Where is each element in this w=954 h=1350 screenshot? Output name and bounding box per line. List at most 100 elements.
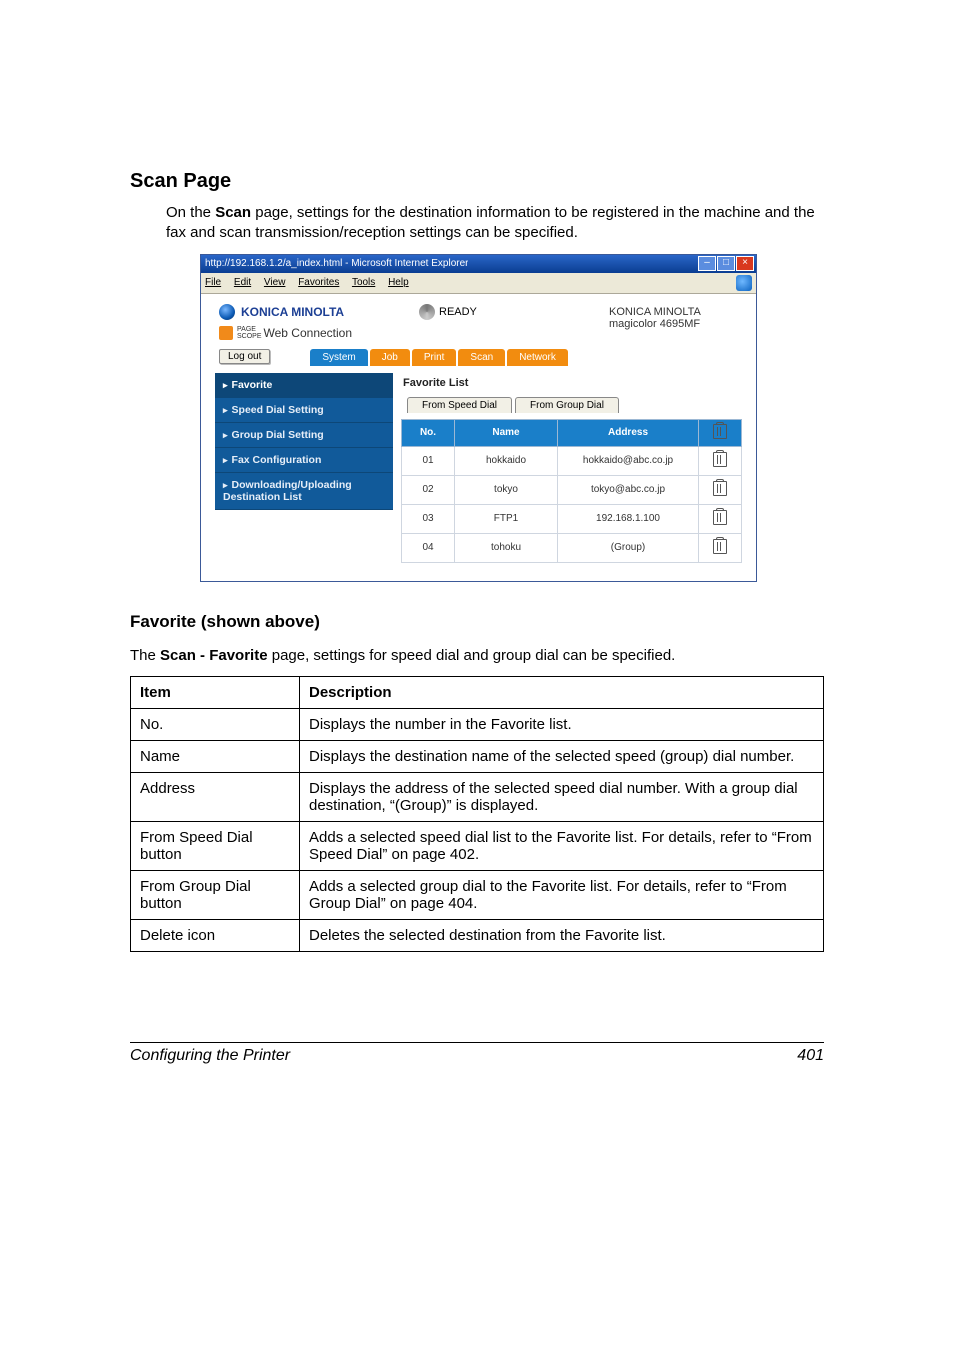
trash-icon xyxy=(713,424,727,439)
sidenav-label: Downloading/Uploading Destination List xyxy=(223,479,352,503)
table-row: 03 FTP1 192.168.1.100 xyxy=(402,504,742,533)
ps-text1: PAGE xyxy=(237,326,256,333)
cell-name: tohoku xyxy=(455,533,558,562)
window-buttons: –□× xyxy=(697,256,754,271)
sub-tabs: From Speed Dial From Group Dial xyxy=(407,397,742,413)
doc-item: From Speed Dial button xyxy=(131,821,300,870)
tri-icon: ▸ xyxy=(223,380,228,390)
ie-window: http://192.168.1.2/a_index.html - Micros… xyxy=(200,254,757,582)
cell-no: 04 xyxy=(402,533,455,562)
th-desc: Description xyxy=(300,676,824,708)
sidenav: ▸Favorite ▸Speed Dial Setting ▸Group Dia… xyxy=(215,373,393,563)
tab-system[interactable]: System xyxy=(310,349,367,366)
menu-view[interactable]: View xyxy=(264,277,286,288)
cell-no: 02 xyxy=(402,475,455,504)
km-disc-icon xyxy=(219,304,235,320)
logout-row: Log out System Job Print Scan Network xyxy=(201,346,756,373)
sub-pre: The xyxy=(130,647,160,664)
ps-label: Web Connection xyxy=(264,326,353,340)
menu-file[interactable]: File xyxy=(205,277,221,288)
app-body: KONICA MINOLTA PAGE SCOPE Web Connection xyxy=(201,294,756,581)
tab-job[interactable]: Job xyxy=(370,349,410,366)
cell-no: 03 xyxy=(402,504,455,533)
footer-left: Configuring the Printer xyxy=(130,1047,290,1065)
logout-button[interactable]: Log out xyxy=(219,349,270,364)
sidenav-fax-config[interactable]: ▸Fax Configuration xyxy=(215,448,393,473)
trash-icon xyxy=(713,481,727,496)
tri-icon: ▸ xyxy=(223,430,228,440)
doc-table: Item Description No.Displays the number … xyxy=(130,676,824,952)
km-brand-text: KONICA MINOLTA xyxy=(241,305,344,319)
pagescope-icon xyxy=(219,326,233,340)
cell-name: hokkaido xyxy=(455,446,558,475)
menu-edit[interactable]: Edit xyxy=(234,277,251,288)
subtab-from-group-dial[interactable]: From Group Dial xyxy=(515,397,619,413)
cell-addr: tokyo@abc.co.jp xyxy=(558,475,699,504)
app-header: KONICA MINOLTA PAGE SCOPE Web Connection xyxy=(201,294,756,346)
ie-title: http://192.168.1.2/a_index.html - Micros… xyxy=(205,258,468,269)
minimize-button[interactable]: – xyxy=(698,256,716,271)
th-item: Item xyxy=(131,676,300,708)
trash-icon xyxy=(713,452,727,467)
doc-row: From Speed Dial buttonAdds a selected sp… xyxy=(131,821,824,870)
tab-print[interactable]: Print xyxy=(412,349,457,366)
tri-icon: ▸ xyxy=(223,405,228,415)
sub-post: page, settings for speed dial and group … xyxy=(268,647,676,664)
doc-item: Address xyxy=(131,772,300,821)
content-area: ▸Favorite ▸Speed Dial Setting ▸Group Dia… xyxy=(201,373,756,581)
sidenav-group-dial[interactable]: ▸Group Dial Setting xyxy=(215,423,393,448)
menu-help[interactable]: Help xyxy=(388,277,409,288)
doc-desc: Displays the address of the selected spe… xyxy=(300,772,824,821)
intro-post: page, settings for the destination infor… xyxy=(166,204,815,241)
scan-page-heading: Scan Page xyxy=(130,170,824,193)
pagescope-logo: PAGE SCOPE Web Connection xyxy=(219,326,419,340)
maximize-button[interactable]: □ xyxy=(717,256,735,271)
sub-intro: The Scan - Favorite page, settings for s… xyxy=(130,646,824,666)
table-row: 02 tokyo tokyo@abc.co.jp xyxy=(402,475,742,504)
cell-delete[interactable] xyxy=(699,533,742,562)
menu-tools[interactable]: Tools xyxy=(352,277,375,288)
doc-item: No. xyxy=(131,708,300,740)
tab-scan[interactable]: Scan xyxy=(458,349,505,366)
cell-delete[interactable] xyxy=(699,446,742,475)
main-tabs: System Job Print Scan Network xyxy=(310,348,570,365)
cell-addr: (Group) xyxy=(558,533,699,562)
close-button[interactable]: × xyxy=(736,256,754,271)
main-panel: Favorite List From Speed Dial From Group… xyxy=(401,373,742,563)
th-delete xyxy=(699,419,742,446)
cell-delete[interactable] xyxy=(699,504,742,533)
intro-pre: On the xyxy=(166,204,215,221)
table-row: 04 tohoku (Group) xyxy=(402,533,742,562)
intro-bold: Scan xyxy=(215,204,251,221)
trash-icon xyxy=(713,539,727,554)
sub-bold: Scan - Favorite xyxy=(160,647,268,664)
doc-item: Delete icon xyxy=(131,919,300,951)
sidenav-favorite[interactable]: ▸Favorite xyxy=(215,373,393,398)
tab-network[interactable]: Network xyxy=(507,349,568,366)
subtab-from-speed-dial[interactable]: From Speed Dial xyxy=(407,397,512,413)
ie-logo-icon xyxy=(736,275,752,291)
cell-addr: hokkaido@abc.co.jp xyxy=(558,446,699,475)
doc-row: NameDisplays the destination name of the… xyxy=(131,740,824,772)
printer-status-icon xyxy=(419,304,435,320)
screenshot: http://192.168.1.2/a_index.html - Micros… xyxy=(200,254,824,582)
sidenav-download-upload[interactable]: ▸Downloading/Uploading Destination List xyxy=(215,473,393,510)
doc-desc: Adds a selected group dial to the Favori… xyxy=(300,870,824,919)
cell-no: 01 xyxy=(402,446,455,475)
cell-addr: 192.168.1.100 xyxy=(558,504,699,533)
menu-favorites[interactable]: Favorites xyxy=(298,277,339,288)
logo-column: KONICA MINOLTA PAGE SCOPE Web Connection xyxy=(219,304,419,340)
th-no: No. xyxy=(402,419,455,446)
model-line2: magicolor 4695MF xyxy=(609,318,738,330)
cell-delete[interactable] xyxy=(699,475,742,504)
table-row: 01 hokkaido hokkaido@abc.co.jp xyxy=(402,446,742,475)
status-column: READY xyxy=(419,304,549,320)
sidenav-speed-dial[interactable]: ▸Speed Dial Setting xyxy=(215,398,393,423)
model-line1: KONICA MINOLTA xyxy=(609,306,738,318)
ie-titlebar: http://192.168.1.2/a_index.html - Micros… xyxy=(201,255,756,273)
status-ready: READY xyxy=(439,306,477,318)
table-header-row: No. Name Address xyxy=(402,419,742,446)
doc-desc: Displays the number in the Favorite list… xyxy=(300,708,824,740)
doc-row: Delete iconDeletes the selected destinat… xyxy=(131,919,824,951)
footer-page-number: 401 xyxy=(797,1047,824,1065)
